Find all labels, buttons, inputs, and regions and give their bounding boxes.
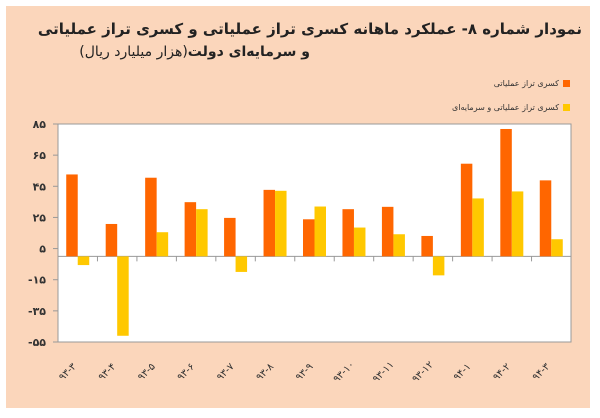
y-tick-label: -۵۵: [28, 336, 46, 349]
bar-operational-capital: [472, 198, 484, 257]
bar-operational-capital: [196, 209, 208, 257]
chart-title: نمودار شماره ۸- عملکرد ماهانه کسری تراز …: [37, 20, 582, 38]
legend-swatch: [563, 80, 570, 87]
bar-operational-capital: [235, 256, 248, 272]
bar-operational-capital: [117, 256, 129, 336]
x-tick-label: ۹۳-۳: [57, 361, 79, 383]
y-tick-label: ۵: [39, 243, 46, 256]
bar-operational: [184, 202, 197, 257]
bar-operational: [105, 223, 118, 257]
bar-operational-capital: [275, 190, 287, 257]
bar-operational: [381, 206, 394, 257]
y-tick-label: ۶۵: [33, 149, 47, 162]
x-tick-label: ۹۳-۸: [254, 361, 276, 383]
bar-operational-capital: [353, 227, 366, 257]
subtitle-bold: و سرمایه‌ای دولت: [187, 44, 310, 60]
legend-label: کسری تراز عملیاتی: [493, 79, 559, 88]
bar-operational-capital: [432, 256, 445, 276]
y-tick-label: -۳۵: [28, 305, 46, 318]
legend-item-operational-capital: کسری تراز عملیاتی و سرمایه‌ای: [452, 103, 570, 112]
chart-subtitle: و سرمایه‌ای دولت(هزار میلیارد ریال): [79, 44, 310, 60]
legend-swatch: [563, 104, 570, 111]
bar-operational: [342, 209, 354, 257]
bar-operational: [145, 177, 157, 257]
bar-operational: [263, 189, 276, 257]
legend-item-operational: کسری تراز عملیاتی: [494, 79, 570, 88]
bar-operational-capital: [551, 239, 563, 257]
y-tick-label: ۲۵: [33, 211, 47, 224]
x-tick-label: ۹۴-۳: [531, 361, 553, 383]
x-tick-label: ۹۳-۱۲: [410, 359, 436, 385]
bar-operational: [421, 235, 433, 257]
x-tick-label: ۹۴-۲: [491, 361, 513, 383]
subtitle-unit: (هزار میلیارد ریال): [79, 44, 188, 60]
bar-operational-capital: [393, 234, 405, 257]
bar-operational-capital: [156, 232, 169, 257]
y-tick-label: -۱۵: [28, 274, 46, 287]
bar-operational: [303, 219, 315, 257]
x-tick-label: ۹۳-۱۱: [371, 359, 397, 385]
x-tick-label: ۹۳-۴: [97, 361, 119, 383]
bar-operational: [224, 217, 236, 257]
x-tick-label: ۹۳-۷: [215, 361, 237, 383]
y-tick-label: ۴۵: [33, 180, 47, 193]
bar-operational-capital: [77, 256, 90, 266]
x-tick-label: ۹۴-۱: [452, 361, 474, 383]
legend-label: کسری تراز عملیاتی و سرمایه‌ای: [451, 103, 559, 112]
bar-operational-capital: [314, 206, 326, 257]
x-tick-label: ۹۳-۱۰: [331, 359, 357, 385]
bar-operational: [500, 128, 512, 257]
bar-operational: [66, 174, 78, 257]
y-tick-label: ۸۵: [33, 118, 47, 131]
x-tick-label: ۹۳-۹: [294, 361, 316, 383]
x-tick-label: ۹۳-۵: [136, 361, 158, 383]
bar-operational: [460, 163, 473, 257]
bar-operational: [539, 180, 552, 257]
x-tick-label: ۹۳-۶: [175, 361, 197, 383]
bar-operational-capital: [511, 191, 524, 257]
